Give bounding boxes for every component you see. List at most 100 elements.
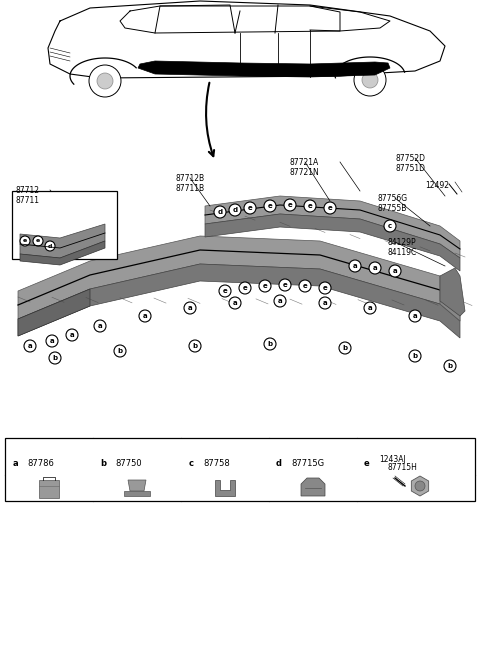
Polygon shape [20, 241, 105, 265]
Circle shape [362, 72, 378, 88]
Circle shape [259, 280, 271, 292]
Text: 87712
87711: 87712 87711 [15, 186, 39, 205]
Text: 12492: 12492 [425, 181, 449, 190]
Circle shape [279, 279, 291, 291]
Text: a: a [368, 305, 372, 311]
Circle shape [284, 199, 296, 211]
Text: a: a [278, 298, 282, 304]
Text: 84129P
84119C: 84129P 84119C [388, 238, 417, 257]
Circle shape [33, 236, 43, 246]
Circle shape [415, 481, 425, 491]
Circle shape [384, 220, 396, 232]
Text: e: e [302, 283, 307, 289]
Polygon shape [39, 480, 59, 498]
Text: b: b [118, 348, 122, 354]
Circle shape [49, 352, 61, 364]
Circle shape [389, 265, 401, 277]
Text: d: d [232, 207, 238, 213]
Text: e: e [248, 205, 252, 211]
Circle shape [66, 329, 78, 341]
Circle shape [189, 340, 201, 352]
Circle shape [24, 340, 36, 352]
Polygon shape [128, 480, 146, 491]
Text: a: a [233, 300, 237, 306]
Circle shape [319, 282, 331, 294]
Text: e: e [268, 203, 272, 209]
Text: a: a [188, 305, 192, 311]
Circle shape [20, 236, 30, 246]
Circle shape [229, 297, 241, 309]
Text: b: b [267, 341, 273, 347]
Polygon shape [18, 289, 90, 336]
Text: a: a [323, 300, 327, 306]
Text: e: e [36, 239, 40, 243]
Circle shape [274, 295, 286, 307]
Polygon shape [411, 476, 429, 496]
Polygon shape [301, 478, 325, 496]
Text: a: a [413, 313, 417, 319]
Polygon shape [138, 61, 390, 77]
Text: e: e [23, 239, 27, 243]
Circle shape [219, 285, 231, 297]
Circle shape [364, 302, 376, 314]
Text: a: a [70, 332, 74, 338]
Circle shape [45, 241, 55, 251]
Text: 87786: 87786 [27, 459, 54, 468]
Circle shape [444, 360, 456, 372]
Text: e: e [364, 459, 370, 468]
Text: d: d [48, 243, 52, 249]
Circle shape [89, 65, 121, 97]
Text: a: a [353, 263, 357, 269]
Text: d: d [217, 209, 223, 215]
Circle shape [409, 350, 421, 362]
Circle shape [264, 200, 276, 212]
Circle shape [369, 262, 381, 274]
Circle shape [214, 206, 226, 218]
Circle shape [264, 338, 276, 350]
Circle shape [354, 64, 386, 96]
Polygon shape [215, 480, 235, 496]
Text: e: e [283, 282, 288, 288]
Circle shape [139, 310, 151, 322]
Text: e: e [223, 288, 228, 294]
Text: e: e [328, 205, 332, 211]
Circle shape [360, 456, 374, 470]
Polygon shape [20, 224, 105, 258]
Text: 87715H: 87715H [387, 462, 417, 472]
Circle shape [272, 456, 286, 470]
Polygon shape [440, 268, 465, 316]
Circle shape [244, 202, 256, 214]
Circle shape [299, 280, 311, 292]
Circle shape [96, 456, 110, 470]
Text: e: e [323, 285, 327, 291]
Text: b: b [100, 459, 106, 468]
Polygon shape [205, 196, 460, 258]
Text: 87752D
87751D: 87752D 87751D [395, 154, 425, 173]
Text: 87758: 87758 [203, 459, 230, 468]
Circle shape [239, 282, 251, 294]
Text: b: b [192, 343, 198, 349]
Polygon shape [440, 276, 460, 321]
Circle shape [184, 302, 196, 314]
Text: e: e [263, 283, 267, 289]
Text: 87721A
87721N: 87721A 87721N [290, 158, 320, 177]
Circle shape [229, 204, 241, 216]
Circle shape [94, 320, 106, 332]
Circle shape [409, 310, 421, 322]
Text: a: a [98, 323, 102, 329]
Circle shape [339, 342, 351, 354]
Circle shape [304, 200, 316, 212]
Text: a: a [393, 268, 397, 274]
Polygon shape [18, 264, 460, 338]
Circle shape [114, 345, 126, 357]
Text: b: b [52, 355, 58, 361]
Text: a: a [50, 338, 54, 344]
Polygon shape [18, 236, 460, 321]
Polygon shape [205, 214, 460, 271]
Circle shape [324, 202, 336, 214]
Circle shape [46, 335, 58, 347]
Text: a: a [143, 313, 147, 319]
Text: e: e [242, 285, 247, 291]
Text: a: a [372, 265, 377, 271]
Circle shape [8, 456, 22, 470]
